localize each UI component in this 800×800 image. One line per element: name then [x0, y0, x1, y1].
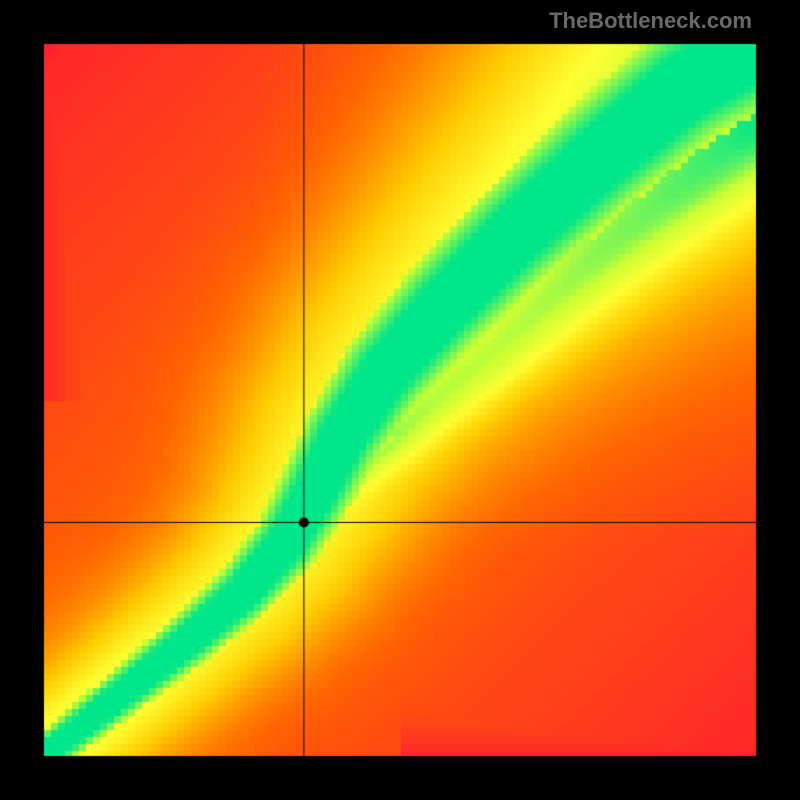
chart-container: TheBottleneck.com	[0, 0, 800, 800]
bottleneck-heatmap	[0, 0, 800, 800]
watermark-text: TheBottleneck.com	[549, 8, 752, 34]
